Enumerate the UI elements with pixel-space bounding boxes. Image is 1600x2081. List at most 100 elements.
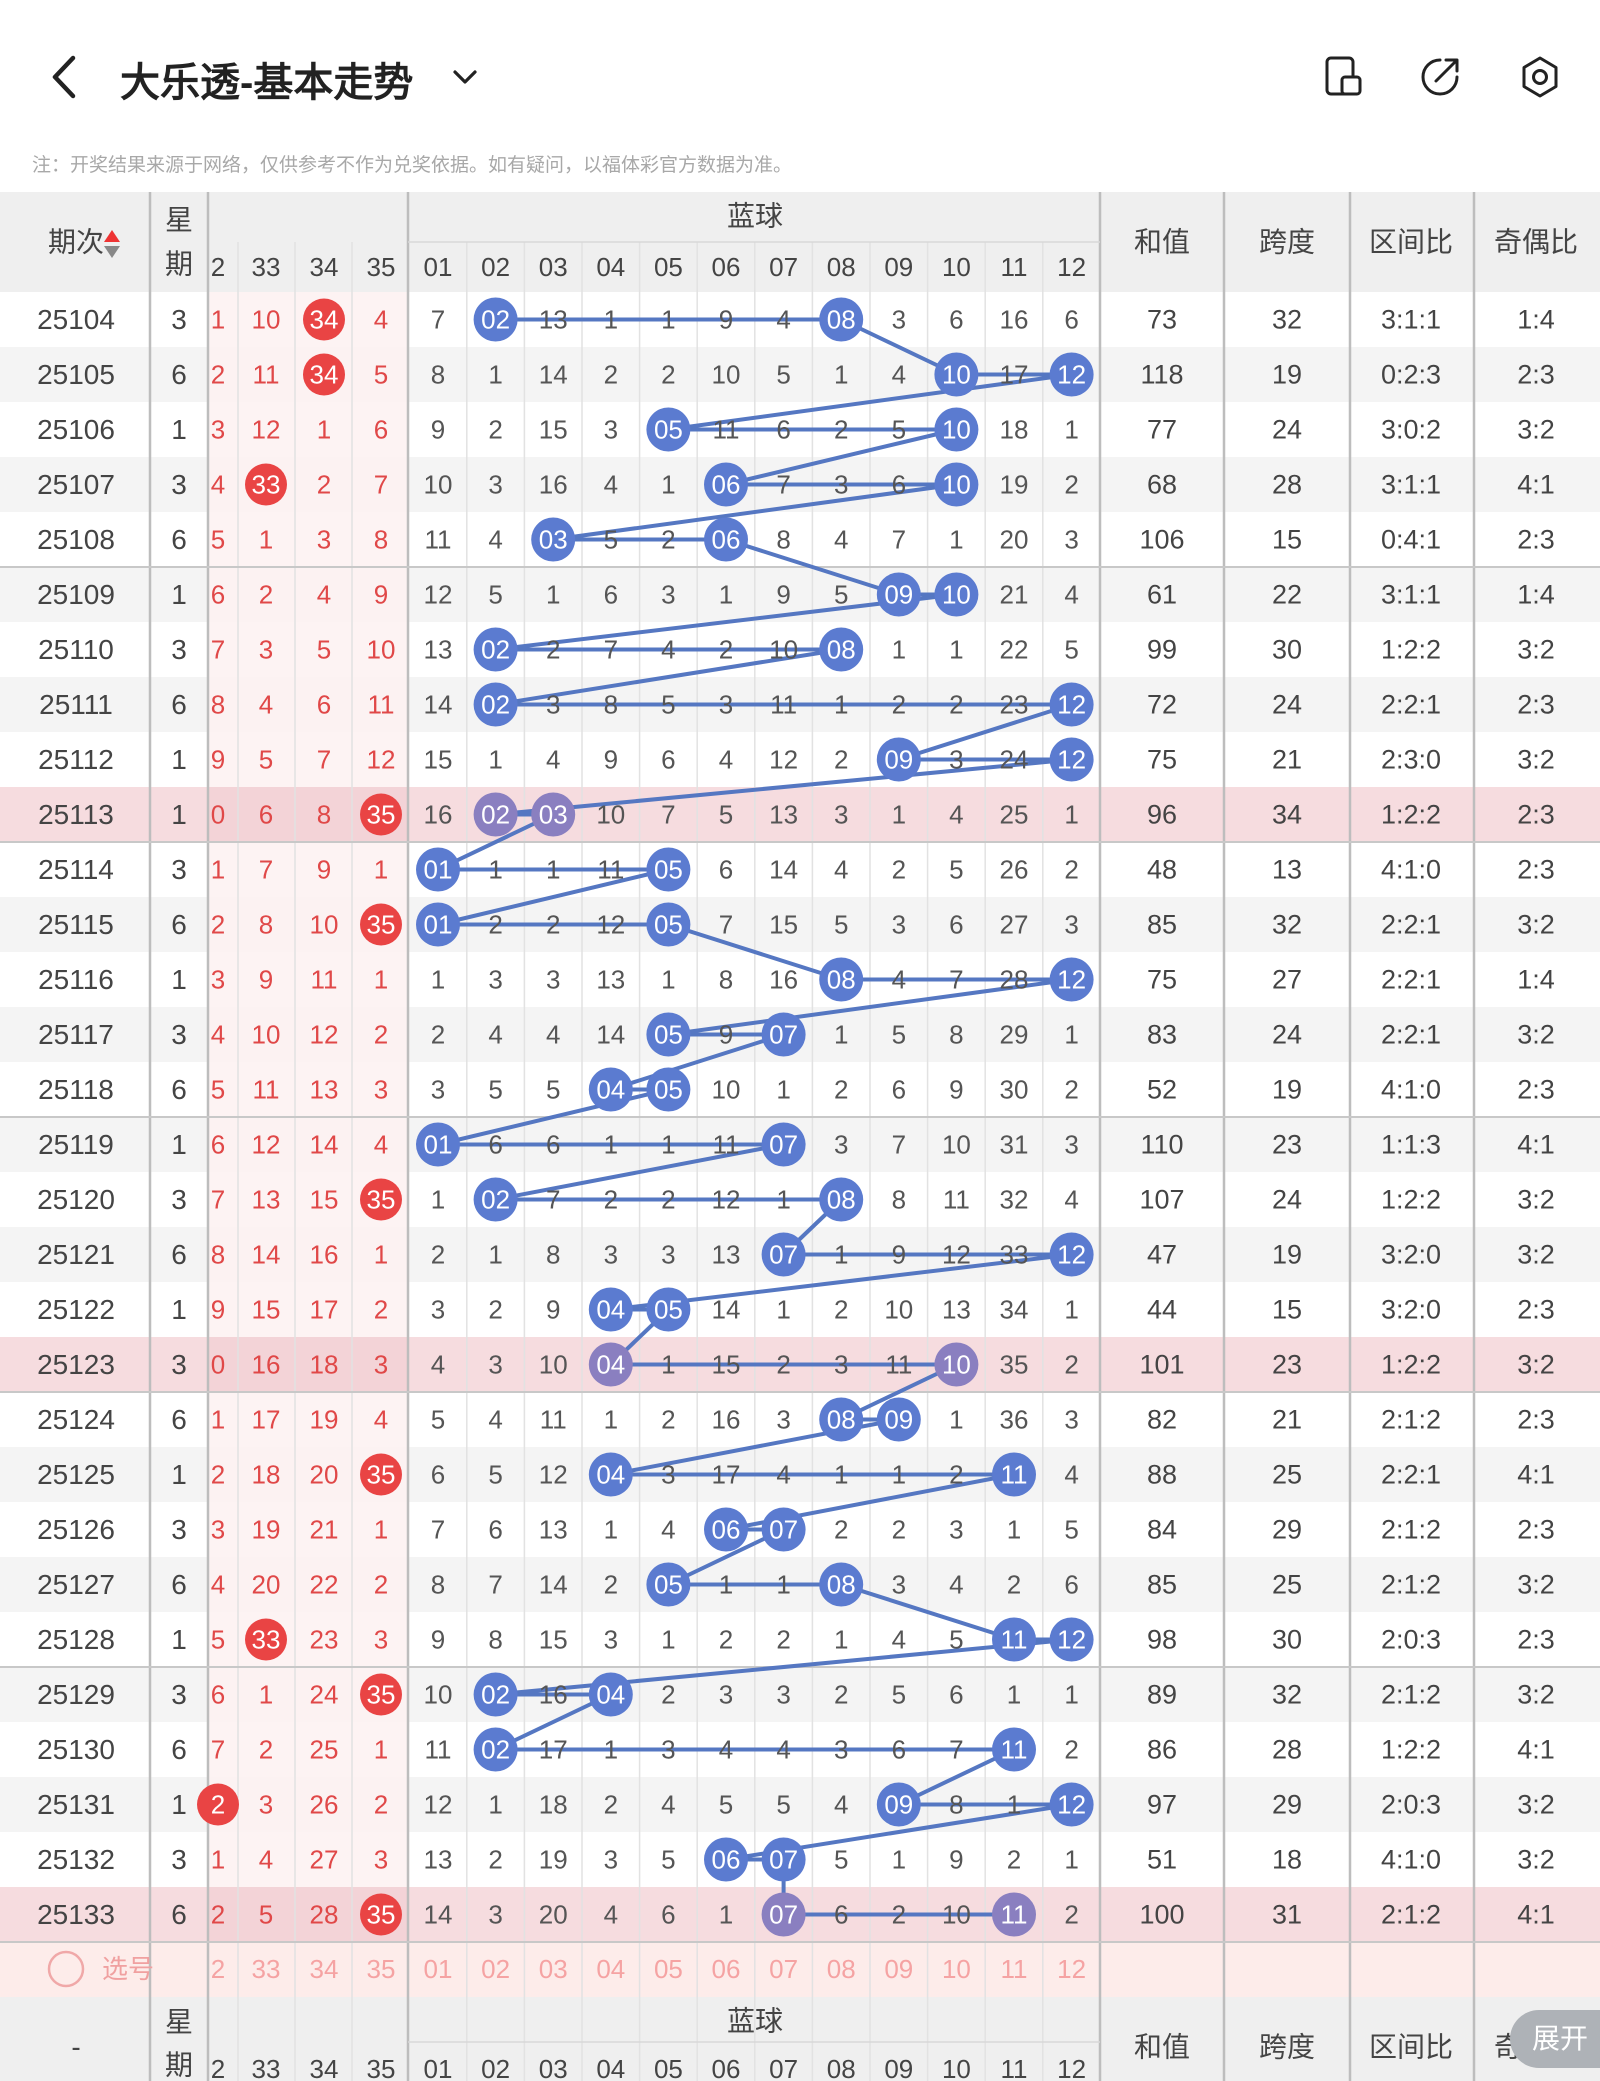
- page-title[interactable]: 大乐透-基本走势: [120, 61, 414, 105]
- blue-miss-count: 2: [604, 1790, 618, 1820]
- back-icon[interactable]: [40, 52, 90, 102]
- footer-blue-col: 06: [712, 2054, 741, 2081]
- blue-ball: [819, 1562, 864, 1607]
- blue-ball-number: 02: [481, 1185, 510, 1215]
- blue-ball-number: 08: [827, 635, 856, 665]
- red-miss-count: 20: [310, 1460, 339, 1490]
- blue-miss-count: 13: [712, 1240, 741, 1270]
- blue-ball: [992, 1892, 1036, 1937]
- weekday-cell: 3: [171, 1844, 187, 1875]
- stat-cell: 72: [1147, 690, 1177, 720]
- blue-miss-count: 2: [661, 1680, 675, 1710]
- blue-ball: [876, 737, 921, 782]
- red-miss-count: 7: [259, 855, 273, 885]
- blue-ball: [1049, 1232, 1094, 1277]
- blue-miss-count: 2: [834, 1295, 848, 1325]
- blue-miss-count: 3: [834, 1350, 848, 1380]
- blue-ball: [1049, 682, 1094, 727]
- red-miss-count: 3: [259, 1790, 273, 1820]
- blue-miss-count: 1: [949, 525, 963, 555]
- stat-cell: 83: [1147, 1020, 1177, 1050]
- blue-miss-count: 8: [776, 525, 790, 555]
- stat-cell: 19: [1272, 1240, 1302, 1270]
- chevron-down-icon[interactable]: [448, 60, 482, 94]
- blue-miss-count: 1: [431, 1185, 445, 1215]
- red-miss-count: 2: [374, 1020, 388, 1050]
- blue-miss-count: 2: [431, 1020, 445, 1050]
- blue-miss-count: 3: [892, 305, 906, 335]
- weekday-cell: 6: [171, 1074, 187, 1105]
- blue-miss-count: 8: [488, 1625, 502, 1655]
- blue-miss-count: 16: [712, 1405, 741, 1435]
- red-zone-bg: [208, 622, 408, 677]
- footer-blue-title: 蓝球: [727, 2006, 783, 2037]
- blue-ball-number: 10: [942, 1350, 971, 1380]
- red-miss-count: 12: [252, 1130, 281, 1160]
- red-zone-bg: [208, 1612, 408, 1667]
- stat-cell: 1:4: [1517, 965, 1555, 995]
- blue-miss-count: 16: [539, 470, 568, 500]
- weekday-cell: 6: [171, 1404, 187, 1435]
- stat-cell: 2:3: [1517, 1405, 1555, 1435]
- red-miss-count: 2: [374, 1790, 388, 1820]
- document-icon[interactable]: [1322, 55, 1366, 99]
- blue-miss-count: 1: [892, 1845, 906, 1875]
- red-miss-count: 6: [211, 1680, 225, 1710]
- stat-cell: 32: [1272, 1680, 1302, 1710]
- blue-ball: [992, 1452, 1036, 1497]
- blue-miss-count: 4: [661, 635, 675, 665]
- stat-cell: 30: [1272, 1625, 1302, 1655]
- red-miss-count: 7: [374, 470, 388, 500]
- blue-ball-number: 02: [481, 1680, 510, 1710]
- stat-cell: 89: [1147, 1680, 1177, 1710]
- red-miss-count: 0: [211, 800, 225, 830]
- footer-stat-header: 和值: [1134, 2032, 1190, 2063]
- red-select-cell: 2: [211, 1954, 225, 1984]
- blue-miss-count: 14: [539, 360, 568, 390]
- blue-col-header: 05: [654, 252, 683, 282]
- weekday-cell: 3: [171, 1349, 187, 1380]
- blue-miss-count: 8: [719, 965, 733, 995]
- blue-miss-count: 6: [892, 1075, 906, 1105]
- stat-cell: 2:3: [1517, 855, 1555, 885]
- red-ball-number: 35: [367, 1185, 396, 1215]
- blue-ball-number: 06: [712, 525, 741, 555]
- blue-miss-count: 4: [1064, 1185, 1078, 1215]
- red-miss-count: 6: [374, 415, 388, 445]
- blue-miss-count: 3: [488, 470, 502, 500]
- blue-col-header: 06: [712, 252, 741, 282]
- stat-cell: 4:1:0: [1381, 1845, 1441, 1875]
- blue-miss-count: 1: [488, 1240, 502, 1270]
- blue-miss-count: 18: [539, 1790, 568, 1820]
- weekday-cell: 3: [171, 1019, 187, 1050]
- share-icon[interactable]: [1418, 55, 1462, 99]
- blue-ball: [416, 847, 460, 892]
- stat-cell: 107: [1139, 1185, 1184, 1215]
- blue-ball-number: 11: [1001, 1900, 1028, 1930]
- blue-ball-number: 10: [942, 415, 971, 445]
- blue-miss-count: 12: [942, 1240, 971, 1270]
- blue-ball: [531, 517, 576, 562]
- blue-miss-count: 9: [949, 1845, 963, 1875]
- red-miss-count: 15: [252, 1295, 281, 1325]
- period-cell: 25107: [37, 469, 115, 500]
- blue-miss-count: 6: [834, 1900, 848, 1930]
- blue-miss-count: 24: [1000, 745, 1029, 775]
- blue-miss-count: 1: [834, 1460, 848, 1490]
- blue-miss-count: 6: [604, 580, 618, 610]
- footer-stat-header: 跨度: [1259, 2032, 1315, 2063]
- blue-miss-count: 2: [1064, 1735, 1078, 1765]
- settings-icon[interactable]: [1518, 55, 1562, 99]
- footer-blue-col: 03: [539, 2054, 568, 2081]
- blue-miss-count: 20: [1000, 525, 1029, 555]
- blue-miss-count: 8: [949, 1020, 963, 1050]
- weekday-cell: 3: [171, 854, 187, 885]
- expand-button[interactable]: 展开: [1510, 2010, 1600, 2068]
- red-miss-count: 3: [374, 1350, 388, 1380]
- red-ball-number: 35: [367, 910, 396, 940]
- red-miss-count: 1: [374, 1515, 388, 1545]
- blue-ball: [473, 1672, 518, 1717]
- blue-miss-count: 7: [892, 525, 906, 555]
- blue-miss-count: 2: [892, 1900, 906, 1930]
- blue-miss-count: 2: [661, 1185, 675, 1215]
